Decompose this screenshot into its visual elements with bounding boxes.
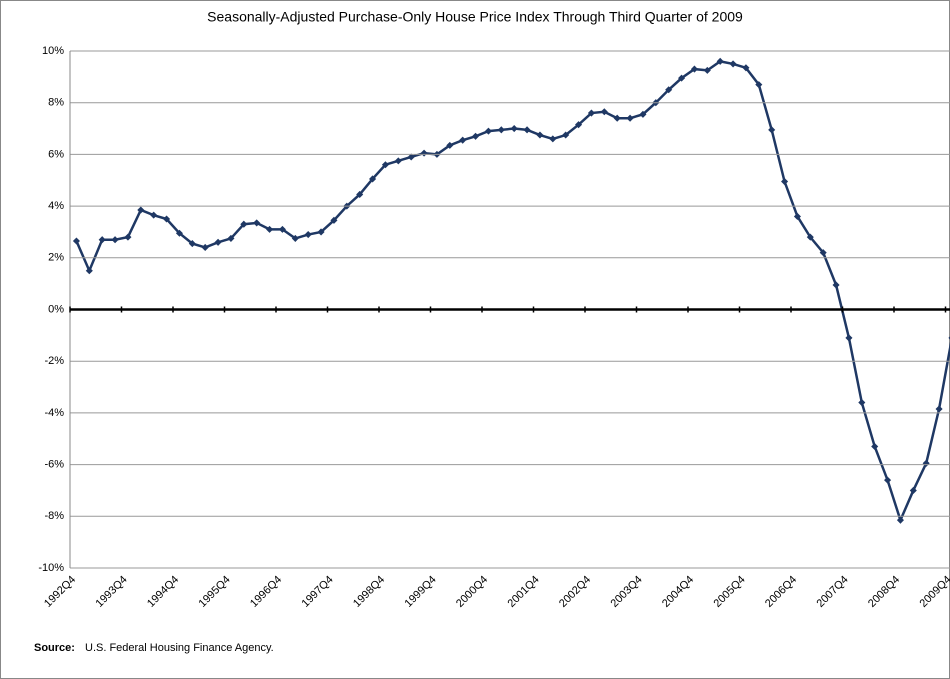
data-point [111,236,119,244]
data-point [639,110,647,118]
data-point [587,109,595,117]
data-point [742,64,750,72]
data-point [562,131,570,139]
data-point [124,233,132,241]
data-point [150,211,158,219]
data-point [884,476,892,484]
data-point [484,127,492,135]
data-point [600,108,608,116]
data-point [214,238,222,246]
data-point [201,243,209,251]
data-point [472,132,480,140]
data-point [137,206,145,214]
data-point [459,136,467,144]
data-point [163,215,171,223]
data-point [253,219,261,227]
data-point [510,125,518,133]
data-point [85,267,93,275]
data-point [317,228,325,236]
data-point [871,442,879,451]
data-point [755,81,763,89]
data-point [278,225,286,233]
data-point [330,216,338,224]
data-point [188,240,196,248]
data-point [729,60,737,68]
data-point [626,114,634,122]
y-tick-label: -6% [44,459,64,471]
data-point [613,114,621,122]
data-point [381,161,389,169]
data-point [72,237,80,245]
y-tick-label: -4% [44,407,64,419]
data-point [678,74,686,82]
y-tick-label: -2% [44,355,64,367]
data-point [175,229,183,237]
y-tick-label: -8% [44,510,64,522]
data-point [781,178,789,186]
data-point [291,234,299,242]
data-point [549,135,557,143]
data-point [806,233,814,241]
data-point [858,399,866,407]
y-tick-label: 6% [48,148,64,160]
data-point [394,157,402,165]
data-point [575,121,583,129]
y-tick-label: 10% [42,45,64,57]
data-point [266,225,274,233]
data-point [98,236,106,244]
data-point [369,175,377,183]
data-point [407,153,415,161]
data-point [768,126,776,134]
data-point [793,212,801,220]
data-point [536,131,544,139]
y-tick-label: 2% [48,252,64,264]
data-point [240,220,248,228]
data-point [896,516,904,524]
y-tick-label: 0% [48,303,64,315]
data-point [845,334,853,342]
data-point [819,249,827,257]
data-point [832,281,840,289]
data-point [227,234,235,242]
data-point [690,65,698,73]
source-label: Source: [34,642,75,654]
data-point [523,126,531,134]
y-tick-label: -10% [38,562,64,574]
data-point [703,66,711,74]
data-point [497,126,505,134]
data-point [935,405,943,413]
plot-area [72,57,950,524]
data-point [716,57,724,65]
y-tick-label: 4% [48,200,64,212]
chart-title: Seasonally-Adjusted Purchase-Only House … [207,9,743,25]
data-point [909,486,917,494]
y-tick-label: 8% [48,97,64,109]
source-text: U.S. Federal Housing Finance Agency. [85,642,274,654]
data-point [665,86,673,94]
data-point [304,230,312,239]
data-point [446,141,454,149]
data-point [356,190,364,199]
